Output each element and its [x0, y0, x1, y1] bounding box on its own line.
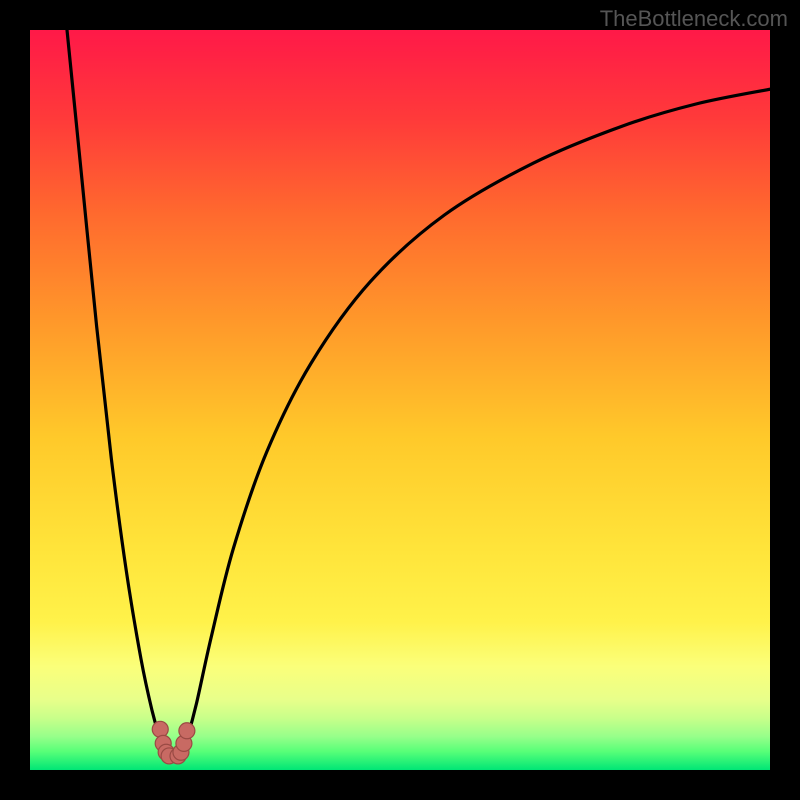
marker-point: [179, 723, 195, 739]
plot-svg: [30, 30, 770, 770]
marker-point: [152, 721, 168, 737]
plot-area: [30, 30, 770, 770]
attribution-text: TheBottleneck.com: [600, 6, 788, 32]
chart-container: TheBottleneck.com: [0, 0, 800, 800]
